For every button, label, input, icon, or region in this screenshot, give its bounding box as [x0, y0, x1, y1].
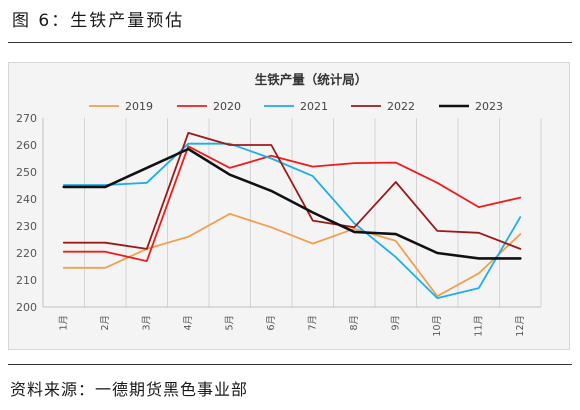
source-note: 资料来源：一德期货黑色事业部 — [10, 380, 249, 399]
legend-label-2021: 2021 — [300, 100, 328, 113]
series-line-2023 — [62, 147, 522, 260]
x-tick-label: 6月 — [266, 315, 277, 331]
x-axis: 1月 2月 3月 4月 5月 6月 7月 8月 9月 10月 11月 12月 — [43, 306, 541, 337]
series-lines — [62, 132, 522, 300]
x-tick-label: 5月 — [224, 315, 235, 331]
x-tick-label: 8月 — [349, 315, 360, 331]
x-tick-label: 3月 — [141, 315, 152, 331]
y-tick-label: 220 — [16, 247, 37, 260]
series-line-2020 — [62, 145, 522, 263]
y-tick-label: 240 — [16, 193, 37, 206]
x-tick-label: 2月 — [100, 315, 111, 331]
legend-label-2023: 2023 — [475, 100, 503, 113]
legend-label-2022: 2022 — [387, 100, 415, 113]
chart-grid — [42, 118, 542, 307]
x-tick-label: 7月 — [307, 315, 318, 331]
top-rule — [8, 42, 572, 43]
x-tick-label: 11月 — [473, 315, 484, 337]
y-tick-label: 210 — [16, 274, 37, 287]
figure-title: 图 6：生铁产量预估 — [12, 11, 185, 31]
series-line-2019 — [62, 212, 522, 298]
y-axis: 200 210 220 230 240 250 260 270 — [16, 112, 44, 314]
chart-svg: 生铁产量（统计局） 2019 2020 2021 2022 2023 200 210 220… — [16, 72, 542, 337]
x-tick-label: 4月 — [183, 315, 194, 331]
chart-title: 生铁产量（统计局） — [255, 72, 368, 87]
series-line-2022 — [62, 132, 522, 250]
x-tick-label: 10月 — [432, 315, 443, 337]
series-line-2021 — [62, 142, 522, 300]
x-tick-label: 9月 — [390, 315, 401, 331]
y-tick-label: 270 — [16, 112, 37, 125]
y-tick-label: 260 — [16, 139, 37, 152]
chart-legend: 2019 2020 2021 2022 2023 — [89, 100, 503, 113]
legend-label-2019: 2019 — [125, 100, 153, 113]
y-tick-label: 250 — [16, 166, 37, 179]
x-tick-label: 12月 — [515, 315, 526, 337]
legend-label-2020: 2020 — [213, 100, 241, 113]
bottom-rule — [8, 364, 572, 365]
x-tick-label: 1月 — [58, 315, 69, 331]
y-tick-label: 230 — [16, 220, 37, 233]
chart-area: 生铁产量（统计局） 2019 2020 2021 2022 2023 200 210 220… — [8, 62, 570, 350]
y-tick-label: 200 — [16, 301, 37, 314]
